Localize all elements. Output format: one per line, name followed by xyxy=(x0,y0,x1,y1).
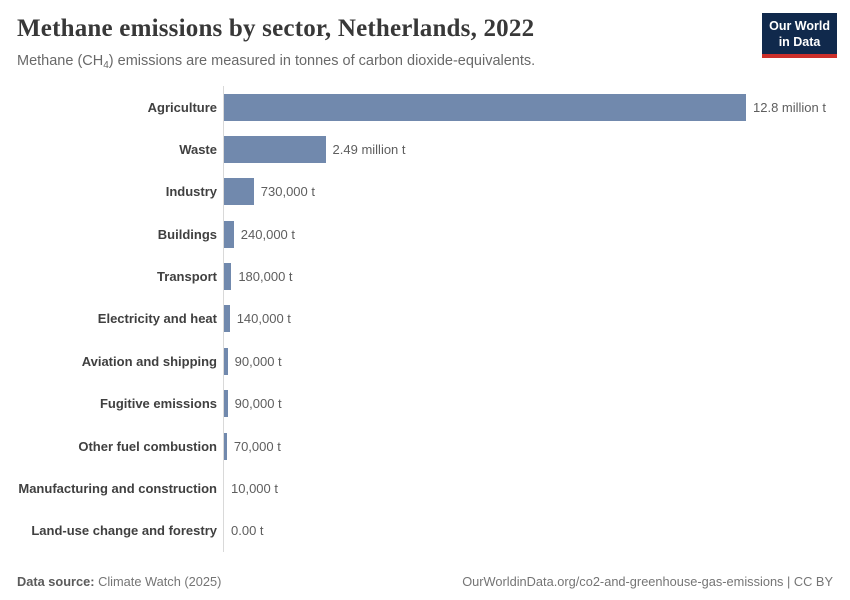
chart-subtitle: Methane (CH4) emissions are measured in … xyxy=(17,53,755,71)
bar-chart: Agriculture 12.8 million t Waste 2.49 mi… xyxy=(17,86,833,552)
subtitle-subscript: 4 xyxy=(103,60,109,71)
chart-row: Industry 730,000 t xyxy=(17,170,833,214)
category-label: Buildings xyxy=(157,226,217,242)
category-label: Fugitive emissions xyxy=(99,396,217,412)
bar[interactable] xyxy=(224,93,746,121)
plot-area: 90,000 t xyxy=(223,340,833,383)
value-label: 90,000 t xyxy=(234,396,282,412)
chart-row: Transport 180,000 t xyxy=(17,255,833,298)
category-label: Aviation and shipping xyxy=(81,353,217,369)
chart-row: Land-use change and forestry 0.00 t xyxy=(17,509,833,552)
bar[interactable] xyxy=(224,347,228,375)
chart-row: Electricity and heat 140,000 t xyxy=(17,297,833,341)
plot-area: 140,000 t xyxy=(223,297,833,341)
category-label: Waste xyxy=(179,142,217,158)
bar[interactable] xyxy=(224,220,234,248)
plot-area: 0.00 t xyxy=(223,509,833,552)
plot-area: 180,000 t xyxy=(223,255,833,298)
credit-link[interactable]: OurWorldinData.org/co2-and-greenhouse-ga… xyxy=(462,574,833,589)
value-label: 0.00 t xyxy=(231,523,264,539)
plot-area: 2.49 million t xyxy=(223,128,833,171)
data-source-label: Data source: xyxy=(17,574,95,589)
plot-area: 730,000 t xyxy=(223,170,833,214)
category-label: Transport xyxy=(157,269,217,285)
data-source-value: Climate Watch (2025) xyxy=(94,574,222,589)
category-label: Agriculture xyxy=(147,99,217,115)
plot-area: 12.8 million t xyxy=(223,86,833,129)
category-label: Industry xyxy=(165,184,217,200)
value-label: 240,000 t xyxy=(240,226,295,242)
chart-row: Waste 2.49 million t xyxy=(17,128,833,171)
value-label: 2.49 million t xyxy=(332,142,406,158)
chart-header: Methane emissions by sector, Netherlands… xyxy=(17,15,755,71)
category-label: Land-use change and forestry xyxy=(31,523,217,539)
owid-logo-line1: Our World xyxy=(769,19,830,33)
chart-row: Manufacturing and construction 10,000 t xyxy=(17,467,833,510)
value-label: 180,000 t xyxy=(238,269,293,285)
data-source: Data source: Climate Watch (2025) xyxy=(17,574,221,589)
bar[interactable] xyxy=(224,178,254,206)
owid-logo-line2: in Data xyxy=(778,34,821,49)
category-label: Other fuel combustion xyxy=(78,438,217,454)
value-label: 140,000 t xyxy=(236,311,291,327)
bar[interactable] xyxy=(224,390,228,418)
page-title: Methane emissions by sector, Netherlands… xyxy=(17,15,535,42)
bar[interactable] xyxy=(224,305,230,333)
value-label: 12.8 million t xyxy=(753,99,826,115)
chart-row: Other fuel combustion 70,000 t xyxy=(17,424,833,468)
value-label: 730,000 t xyxy=(260,184,315,200)
chart-row: Fugitive emissions 90,000 t xyxy=(17,382,833,425)
subtitle-text: Methane (CH xyxy=(17,53,104,69)
category-label: Manufacturing and construction xyxy=(18,480,217,496)
subtitle-text-end: ) emissions are measured in tonnes of ca… xyxy=(108,53,536,69)
chart-row: Agriculture 12.8 million t xyxy=(17,86,833,129)
category-label: Electricity and heat xyxy=(97,311,217,327)
bar[interactable] xyxy=(224,263,232,291)
plot-area: 240,000 t xyxy=(223,213,833,256)
bar[interactable] xyxy=(224,136,326,164)
plot-area: 10,000 t xyxy=(223,467,833,510)
chart-row: Aviation and shipping 90,000 t xyxy=(17,340,833,383)
value-label: 90,000 t xyxy=(234,353,282,369)
owid-logo: Our World in Data xyxy=(762,13,837,59)
value-label: 70,000 t xyxy=(233,438,281,454)
value-label: 10,000 t xyxy=(231,480,278,496)
plot-area: 70,000 t xyxy=(223,424,833,468)
plot-area: 90,000 t xyxy=(223,382,833,425)
bar[interactable] xyxy=(224,432,227,460)
chart-footer: Data source: Climate Watch (2025) OurWor… xyxy=(17,574,833,589)
chart-row: Buildings 240,000 t xyxy=(17,213,833,256)
